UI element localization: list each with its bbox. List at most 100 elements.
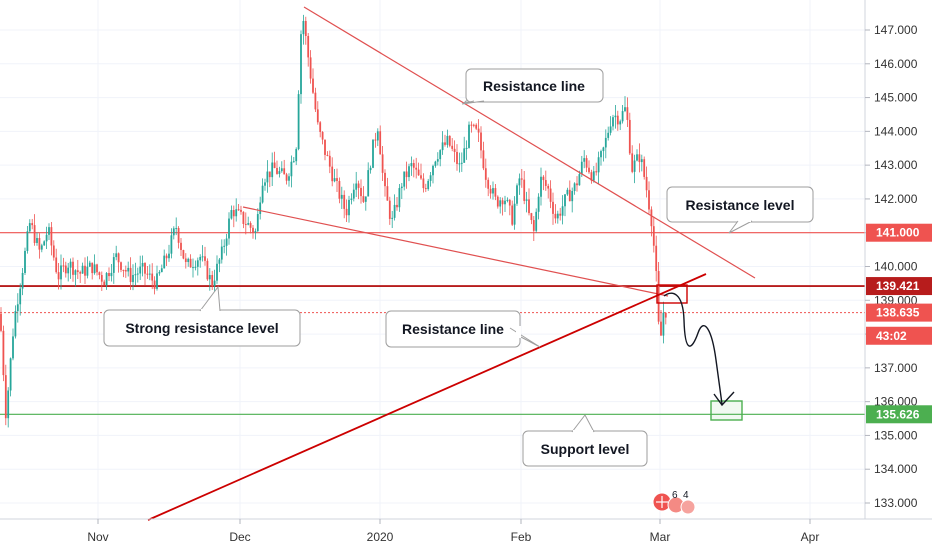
candle-body [225,238,228,246]
drawing-objects [147,6,756,521]
candle-body [542,176,545,181]
candle-body [494,188,497,197]
candle-body [160,268,163,273]
candle-body [408,166,410,178]
candle-body [271,162,274,178]
price-tag-text: 138.635 [876,306,920,320]
time-axis[interactable]: Nov Dec 2020 Feb Mar Apr [0,518,932,544]
candle-body [386,186,389,201]
candle-body [151,273,154,281]
y-tick-label: 136.000 [874,395,918,409]
callout-resistance-level: Resistance level [666,186,814,234]
candle-body [393,204,396,218]
candle-body [21,272,24,289]
candle-body [28,223,31,232]
candle-body [319,122,322,132]
candle-body [355,183,358,190]
candle-body [175,228,178,230]
candle-body [16,304,19,312]
candle-body [396,204,398,208]
candle-body [583,158,586,162]
candle-body [124,270,127,272]
candle-body [249,223,252,228]
candle-body [9,358,12,391]
candle-body [232,210,235,217]
candle-body [4,375,7,419]
candle-body [578,174,581,186]
candle-body [273,162,276,168]
candle-body [348,199,350,216]
candle-body [211,275,214,287]
candle-body [33,225,36,243]
candle-body [566,189,569,195]
candle-body [156,273,158,289]
candle-body [657,271,660,322]
candle-body [357,183,360,188]
price-tag [866,303,932,322]
candle-body [328,155,331,167]
candle-body [636,154,638,161]
candle-body [240,209,242,212]
candle-body [501,200,504,205]
candle-body [91,262,94,274]
candle-body [568,189,571,202]
economic-events-badge[interactable]: 6 4 [652,490,696,515]
candle-body [444,142,446,145]
svg-text:4: 4 [683,490,689,501]
candle-body [182,250,185,259]
callout-text: Resistance line [402,321,504,337]
candle-body [50,227,53,246]
candle-body [74,270,77,275]
candle-body [223,245,226,247]
candle-body [144,263,146,274]
x-tick-label: Mar [650,530,671,544]
candle-body [398,188,401,208]
callout-support-level: Support level [522,414,648,467]
candle-body [60,265,62,280]
candle-body [292,161,295,163]
candle-body [48,227,50,235]
candle-body [463,148,466,163]
candle-body [208,275,211,280]
descending-resistance-line [303,6,756,279]
candle-body [314,92,317,110]
x-tick-label: Dec [229,530,250,544]
candle-body [487,179,490,189]
candle-body [38,238,41,250]
candle-body [117,253,120,263]
y-tick-label: 146.000 [874,57,918,71]
candle-body [624,107,626,112]
candle-body [285,174,288,181]
candle-body [139,266,142,274]
y-tick-label: 145.000 [874,91,918,105]
candle-body [621,111,624,122]
candle-body [379,131,382,155]
candle-body [403,171,406,187]
candle-body [72,261,74,275]
candle-body [336,178,338,182]
candle-body [108,273,110,277]
candle-body [331,166,334,182]
callout-resistance-line-top: Resistance line [461,68,604,105]
candle-body [115,253,118,258]
price-tag [866,223,932,242]
x-tick-label: Apr [801,530,820,544]
candle-body [67,267,70,274]
candle-body [528,199,530,214]
candle-body [664,312,667,318]
candle-body [547,185,550,189]
candle-body [218,259,221,264]
candle-body [525,199,528,201]
candle-body [372,139,374,168]
candle-body [163,255,166,269]
candle-body [456,151,458,164]
candle-body [0,313,2,331]
candle-body [86,266,89,276]
candle-body [439,150,442,160]
candle-body [535,211,538,231]
candle-body [43,241,46,246]
candle-body [309,57,312,79]
candle-body [93,264,96,274]
candle-body [609,126,612,133]
